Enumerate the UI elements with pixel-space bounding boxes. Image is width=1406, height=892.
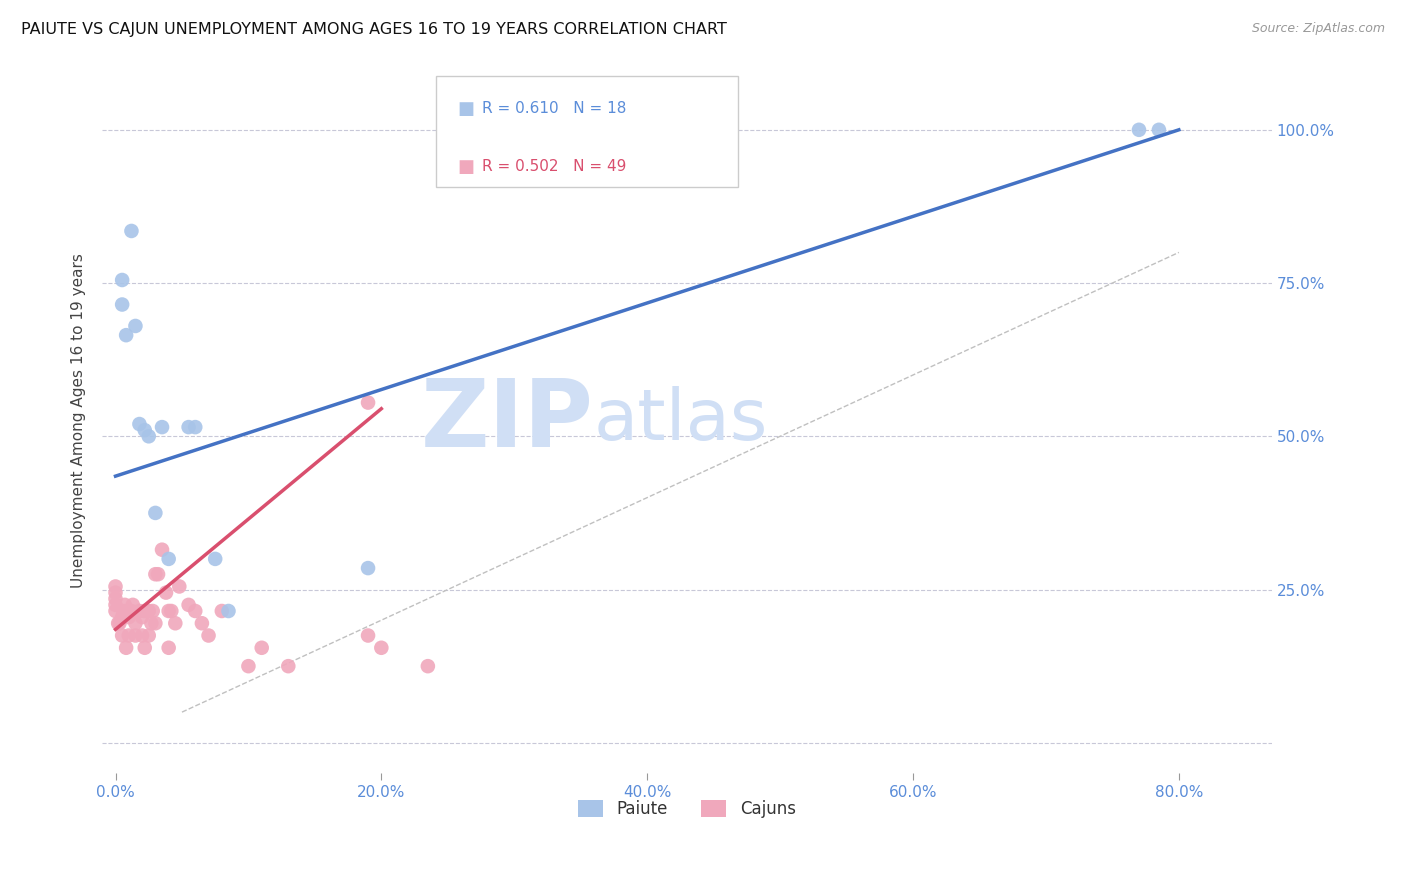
Point <box>111 610 134 624</box>
Point <box>114 598 136 612</box>
Point <box>145 567 167 582</box>
Point <box>115 328 138 343</box>
Point <box>138 429 160 443</box>
Point <box>111 273 134 287</box>
Point <box>124 318 146 333</box>
Text: PAIUTE VS CAJUN UNEMPLOYMENT AMONG AGES 16 TO 19 YEARS CORRELATION CHART: PAIUTE VS CAJUN UNEMPLOYMENT AMONG AGES … <box>21 22 727 37</box>
Point <box>145 506 167 520</box>
Point <box>177 420 200 434</box>
Point <box>104 604 127 618</box>
Text: atlas: atlas <box>593 386 768 456</box>
Point <box>357 628 380 642</box>
Point <box>1147 123 1170 137</box>
Point <box>218 604 240 618</box>
Point <box>108 616 131 631</box>
Point <box>145 616 167 631</box>
Text: ■: ■ <box>457 158 474 176</box>
Point <box>155 585 177 599</box>
Point <box>138 628 160 642</box>
Point <box>184 604 207 618</box>
Point <box>134 604 156 618</box>
Point <box>157 604 180 618</box>
Point <box>211 604 233 618</box>
Point <box>160 604 183 618</box>
Point <box>197 628 219 642</box>
Point <box>118 610 141 624</box>
Point <box>150 542 173 557</box>
Point <box>111 628 134 642</box>
Point <box>138 604 160 618</box>
Point <box>118 628 141 642</box>
Point <box>184 420 207 434</box>
Point <box>150 420 173 434</box>
Point <box>177 598 200 612</box>
Point <box>104 598 127 612</box>
Point <box>157 640 180 655</box>
Text: ZIP: ZIP <box>420 375 593 467</box>
Point <box>204 552 226 566</box>
Point <box>250 640 273 655</box>
Point <box>124 628 146 642</box>
Point <box>131 610 153 624</box>
Point <box>357 395 380 409</box>
Point <box>131 628 153 642</box>
Point <box>165 616 187 631</box>
Point <box>104 585 127 599</box>
Text: R = 0.502   N = 49: R = 0.502 N = 49 <box>482 160 627 174</box>
Text: R = 0.610   N = 18: R = 0.610 N = 18 <box>482 102 627 116</box>
Legend: Paiute, Cajuns: Paiute, Cajuns <box>572 794 803 825</box>
Point <box>141 616 163 631</box>
Point <box>112 604 135 618</box>
Point <box>128 604 150 618</box>
Point <box>134 640 156 655</box>
Text: ■: ■ <box>457 100 474 118</box>
Point <box>124 616 146 631</box>
Point <box>134 423 156 437</box>
Point <box>370 640 392 655</box>
Point <box>115 640 138 655</box>
Point <box>169 579 191 593</box>
Point <box>277 659 299 673</box>
Text: Source: ZipAtlas.com: Source: ZipAtlas.com <box>1251 22 1385 36</box>
Point <box>146 567 169 582</box>
Point <box>121 598 143 612</box>
Point <box>142 604 165 618</box>
Point <box>107 616 129 631</box>
Point <box>104 591 127 606</box>
Point <box>157 552 180 566</box>
Point <box>238 659 260 673</box>
Point <box>357 561 380 575</box>
Y-axis label: Unemployment Among Ages 16 to 19 years: Unemployment Among Ages 16 to 19 years <box>72 253 86 589</box>
Point <box>416 659 439 673</box>
Point <box>191 616 214 631</box>
Point <box>120 224 142 238</box>
Point <box>111 297 134 311</box>
Point <box>120 604 142 618</box>
Point <box>128 417 150 431</box>
Point <box>104 579 127 593</box>
Point <box>1128 123 1150 137</box>
